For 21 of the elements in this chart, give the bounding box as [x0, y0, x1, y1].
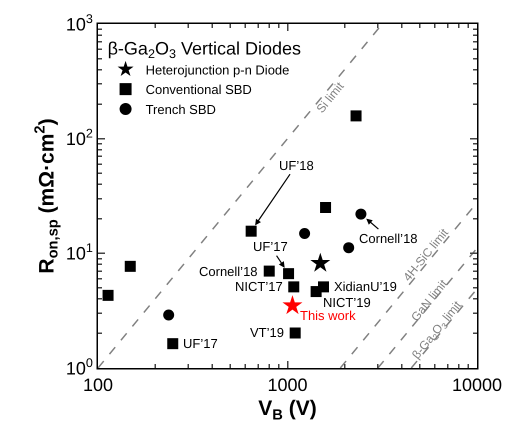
y-tick-label: 10$^{3}$: [66, 12, 93, 34]
y-tick-label: 10$^{2}$: [66, 126, 93, 149]
legend-label: Conventional SBD: [146, 82, 252, 98]
annotation: XidianU’19: [334, 279, 397, 294]
annotation: UF’17: [253, 239, 288, 254]
annotation: This work: [300, 308, 356, 323]
x-tick-label: 10000: [452, 375, 502, 396]
x-axis-title: V$_{B}$ (V): [258, 397, 317, 424]
legend-title: β-Ga$_{2}$O$_{3}$ Vertical Diodes: [108, 38, 302, 62]
annotation: VT’19: [250, 325, 284, 340]
x-tick-label: 1000: [267, 375, 308, 396]
annotation: Cornell’18: [359, 231, 418, 246]
annotation: NICT’19: [323, 295, 371, 310]
annotation: UF’18: [279, 158, 314, 173]
annotation: NICT’17: [235, 279, 283, 294]
y-tick-label: 10$^{1}$: [66, 241, 93, 264]
legend-label: Trench SBD: [146, 102, 216, 118]
annotation: UF’17: [183, 336, 218, 351]
text: Si limit: [314, 78, 348, 116]
legend-label: Heterojunction p-n Diode: [146, 62, 290, 78]
annotation: Cornell’18: [199, 264, 258, 279]
